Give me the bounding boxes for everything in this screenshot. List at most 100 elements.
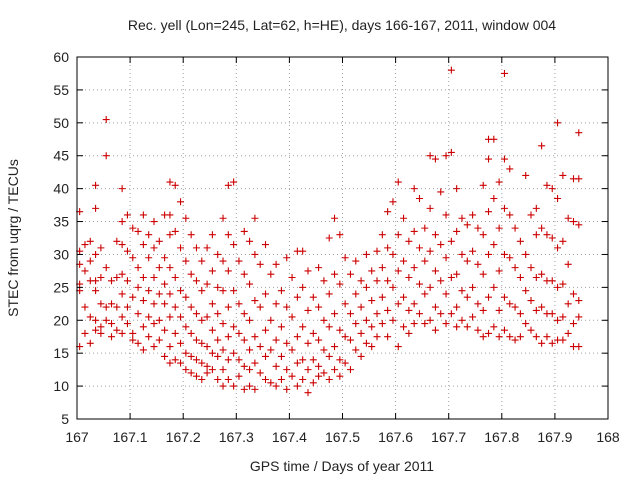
data-point [134,283,142,291]
data-point [320,346,328,354]
data-point [394,300,402,308]
data-point [527,297,535,305]
data-point [240,310,248,318]
data-point [214,352,222,360]
chart-title: Rec. yell (Lon=245, Lat=62, h=HE), days … [128,17,556,33]
data-point [198,376,206,384]
data-point [235,257,243,265]
data-point [81,303,89,311]
data-point [224,333,232,341]
data-point [352,257,360,265]
data-point [203,280,211,288]
data-point [81,329,89,337]
data-point [325,290,333,298]
data-point [113,303,121,311]
data-point [331,310,339,318]
data-point [548,339,556,347]
data-point [320,369,328,377]
data-point [299,283,307,291]
data-point [500,69,508,77]
data-point [219,257,227,265]
data-point [394,178,402,186]
data-point [277,376,285,384]
data-point [118,290,126,298]
data-point [368,343,376,351]
data-point [527,326,535,334]
data-point [453,303,461,311]
data-point [559,171,567,179]
data-point [309,379,317,387]
data-point [187,303,195,311]
data-point [182,214,190,222]
data-point [405,306,413,314]
data-point [384,277,392,285]
data-point [522,250,530,258]
data-point [224,376,232,384]
data-point [288,372,296,380]
data-point [554,316,562,324]
data-point [357,303,365,311]
data-point [192,356,200,364]
data-point [161,352,169,360]
data-point [134,227,142,235]
data-point [129,336,137,344]
data-point [522,320,530,328]
data-point [187,352,195,360]
data-point [224,356,232,364]
data-point [81,267,89,275]
data-point [230,178,238,186]
x-axis-label: GPS time / Days of year 2011 [250,458,434,474]
data-point [373,247,381,255]
data-point [92,204,100,212]
data-point [299,323,307,331]
data-point [240,270,248,278]
axis-ticks [76,56,609,420]
data-point [182,323,190,331]
data-point [272,382,280,390]
data-point [522,171,530,179]
data-point [442,254,450,262]
data-point [192,336,200,344]
data-point [500,204,508,212]
data-point [139,273,147,281]
y-tick-label: 15 [53,345,69,361]
x-tick-label: 167.4 [272,429,307,445]
data-point [469,313,477,321]
data-point [81,241,89,249]
data-point [192,244,200,252]
data-point [506,211,514,219]
data-point [538,142,546,150]
data-point [368,297,376,305]
x-tick-label: 167.6 [378,429,413,445]
data-point [283,339,291,347]
data-point [139,211,147,219]
data-point [548,277,556,285]
data-point [246,280,254,288]
data-point [384,333,392,341]
data-point [155,290,163,298]
data-point [198,339,206,347]
data-point [86,339,94,347]
data-point [320,316,328,324]
data-point [304,306,312,314]
data-point [118,241,126,249]
data-point [208,300,216,308]
data-point [251,214,259,222]
data-point [346,270,354,278]
data-point [564,214,572,222]
y-tick-label: 50 [53,115,69,131]
data-point [362,339,370,347]
data-point [230,241,238,249]
data-point [410,264,418,272]
data-point [458,287,466,295]
data-point [447,66,455,74]
data-point [405,237,413,245]
data-point [575,343,583,351]
data-point [230,349,238,357]
data-point [325,234,333,242]
data-point [384,244,392,252]
y-axis-label: STEC from uqrg / TECUs [5,159,21,317]
data-point [171,273,179,281]
data-point [437,277,445,285]
data-point [569,290,577,298]
